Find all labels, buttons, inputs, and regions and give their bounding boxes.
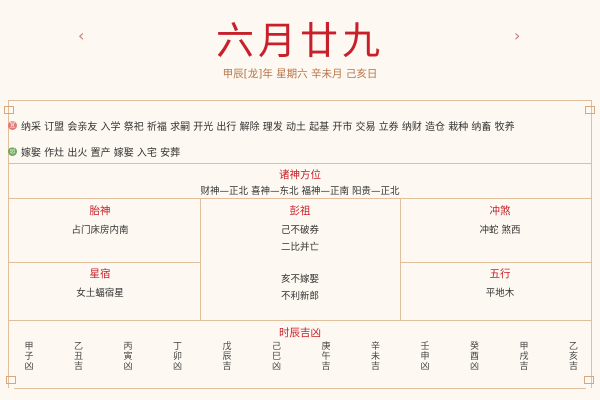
wuxing-cell: 五行 平地木 bbox=[400, 266, 600, 299]
pengzu-title: 彭祖 bbox=[289, 205, 311, 217]
wuxing-title: 五行 bbox=[489, 268, 511, 280]
pengzu-line: 己不破券 bbox=[280, 225, 319, 236]
ji-icon: 忌 bbox=[8, 147, 17, 156]
divider bbox=[400, 262, 592, 263]
zhushen-text: 财神—正北 喜神—东北 福神—正南 阳贵—正北 bbox=[200, 186, 400, 197]
hour-item: 丁卯凶 bbox=[172, 342, 182, 372]
hour-item: 乙亥吉 bbox=[568, 342, 578, 372]
corner-ornament bbox=[584, 376, 594, 384]
divider bbox=[400, 198, 401, 320]
date-subtitle: 甲辰[龙]年 星期六 辛未月 己亥日 bbox=[222, 68, 378, 80]
divider bbox=[8, 163, 592, 164]
yi-icon: 宜 bbox=[8, 121, 17, 130]
hour-item: 庚午吉 bbox=[321, 342, 331, 372]
prev-day-button[interactable]: ‹ bbox=[78, 26, 85, 45]
ji-items: 嫁娶 作灶 出火 置产 嫁娶 入宅 安葬 bbox=[21, 148, 181, 159]
date-title: 六月廿九 bbox=[215, 19, 384, 63]
zhushen-title: 诸神方位 bbox=[279, 169, 321, 181]
taishen-title: 胎神 bbox=[89, 205, 111, 217]
hour-item: 癸酉凶 bbox=[469, 342, 479, 372]
hour-item: 丙寅凶 bbox=[123, 342, 133, 372]
divider bbox=[200, 198, 201, 320]
hour-item: 壬申凶 bbox=[420, 342, 430, 372]
hour-item: 己巳凶 bbox=[271, 342, 281, 372]
hour-item: 戊辰吉 bbox=[222, 342, 232, 372]
shichen-title: 时辰吉凶 bbox=[279, 327, 321, 339]
pengzu-line: 亥不嫁娶 bbox=[280, 274, 319, 285]
chongsha-text: 冲蛇 煞西 bbox=[479, 225, 521, 236]
divider bbox=[8, 198, 592, 199]
hour-item: 辛未吉 bbox=[370, 342, 380, 372]
next-day-button[interactable]: › bbox=[514, 26, 521, 45]
pengzu-cell: 彭祖 己不破券 二比并亡 亥不嫁娶 不利新郎 bbox=[200, 203, 400, 302]
yi-row: 宜 纳采 订盟 会亲友 入学 祭祀 祈福 求嗣 开光 出行 解除 理发 动土 起… bbox=[8, 118, 515, 133]
taishen-cell: 胎神 占门床房内南 bbox=[0, 203, 200, 236]
divider bbox=[8, 320, 592, 321]
corner-ornament bbox=[585, 106, 595, 114]
corner-ornament bbox=[6, 376, 16, 384]
almanac-frame bbox=[8, 100, 592, 388]
hour-item: 甲子凶 bbox=[24, 342, 34, 372]
xingxiu-title: 星宿 bbox=[89, 268, 111, 280]
frame-bottom bbox=[14, 388, 586, 389]
chongsha-cell: 冲煞 冲蛇 煞西 bbox=[400, 203, 600, 236]
pengzu-line: 不利新郎 bbox=[280, 291, 319, 302]
taishen-text: 占门床房内南 bbox=[71, 225, 129, 236]
divider bbox=[8, 262, 200, 263]
hour-item: 乙丑吉 bbox=[73, 342, 83, 372]
wuxing-text: 平地木 bbox=[485, 288, 515, 299]
yi-items: 纳采 订盟 会亲友 入学 祭祀 祈福 求嗣 开光 出行 解除 理发 动土 起基 … bbox=[21, 122, 515, 133]
chongsha-title: 冲煞 bbox=[489, 205, 511, 217]
xingxiu-cell: 星宿 女土蝠宿星 bbox=[0, 266, 200, 299]
xingxiu-text: 女土蝠宿星 bbox=[76, 288, 124, 299]
hour-item: 甲戌吉 bbox=[519, 342, 529, 372]
pengzu-line: 二比并亡 bbox=[280, 242, 319, 253]
corner-ornament bbox=[4, 106, 14, 114]
ji-row: 忌 嫁娶 作灶 出火 置产 嫁娶 入宅 安葬 bbox=[8, 144, 180, 159]
